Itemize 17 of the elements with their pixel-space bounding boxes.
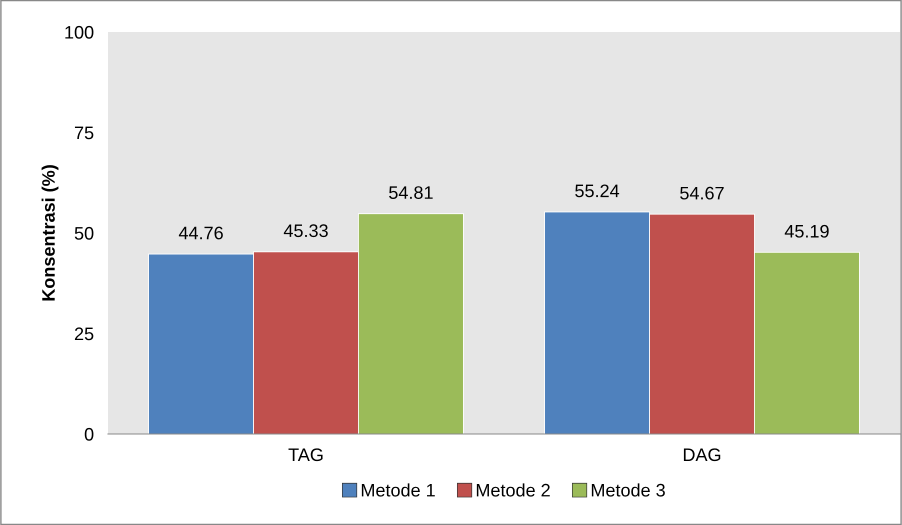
data-label: 55.24: [575, 184, 620, 198]
x-tick-label: TAG: [288, 448, 323, 462]
data-label: 54.81: [389, 186, 433, 199]
data-label: 44.76: [178, 226, 223, 240]
y-tick-label: 50: [74, 226, 94, 240]
x-tick-label: DAG: [684, 448, 720, 462]
legend-label: Metode 2: [476, 483, 550, 497]
y-axis-title: Konsentrasi (%): [42, 165, 58, 301]
data-label: 45.33: [284, 224, 328, 238]
y-tick-label: 100: [65, 26, 94, 39]
y-tick-label: 0: [84, 428, 94, 441]
y-tick-label: 75: [74, 126, 94, 140]
y-tick-label: 25: [74, 327, 94, 340]
data-label: 45.19: [784, 224, 829, 238]
legend-label: Metode 1: [362, 483, 435, 497]
legend-label: Metode 3: [592, 483, 665, 497]
data-label: 54.67: [680, 186, 724, 200]
